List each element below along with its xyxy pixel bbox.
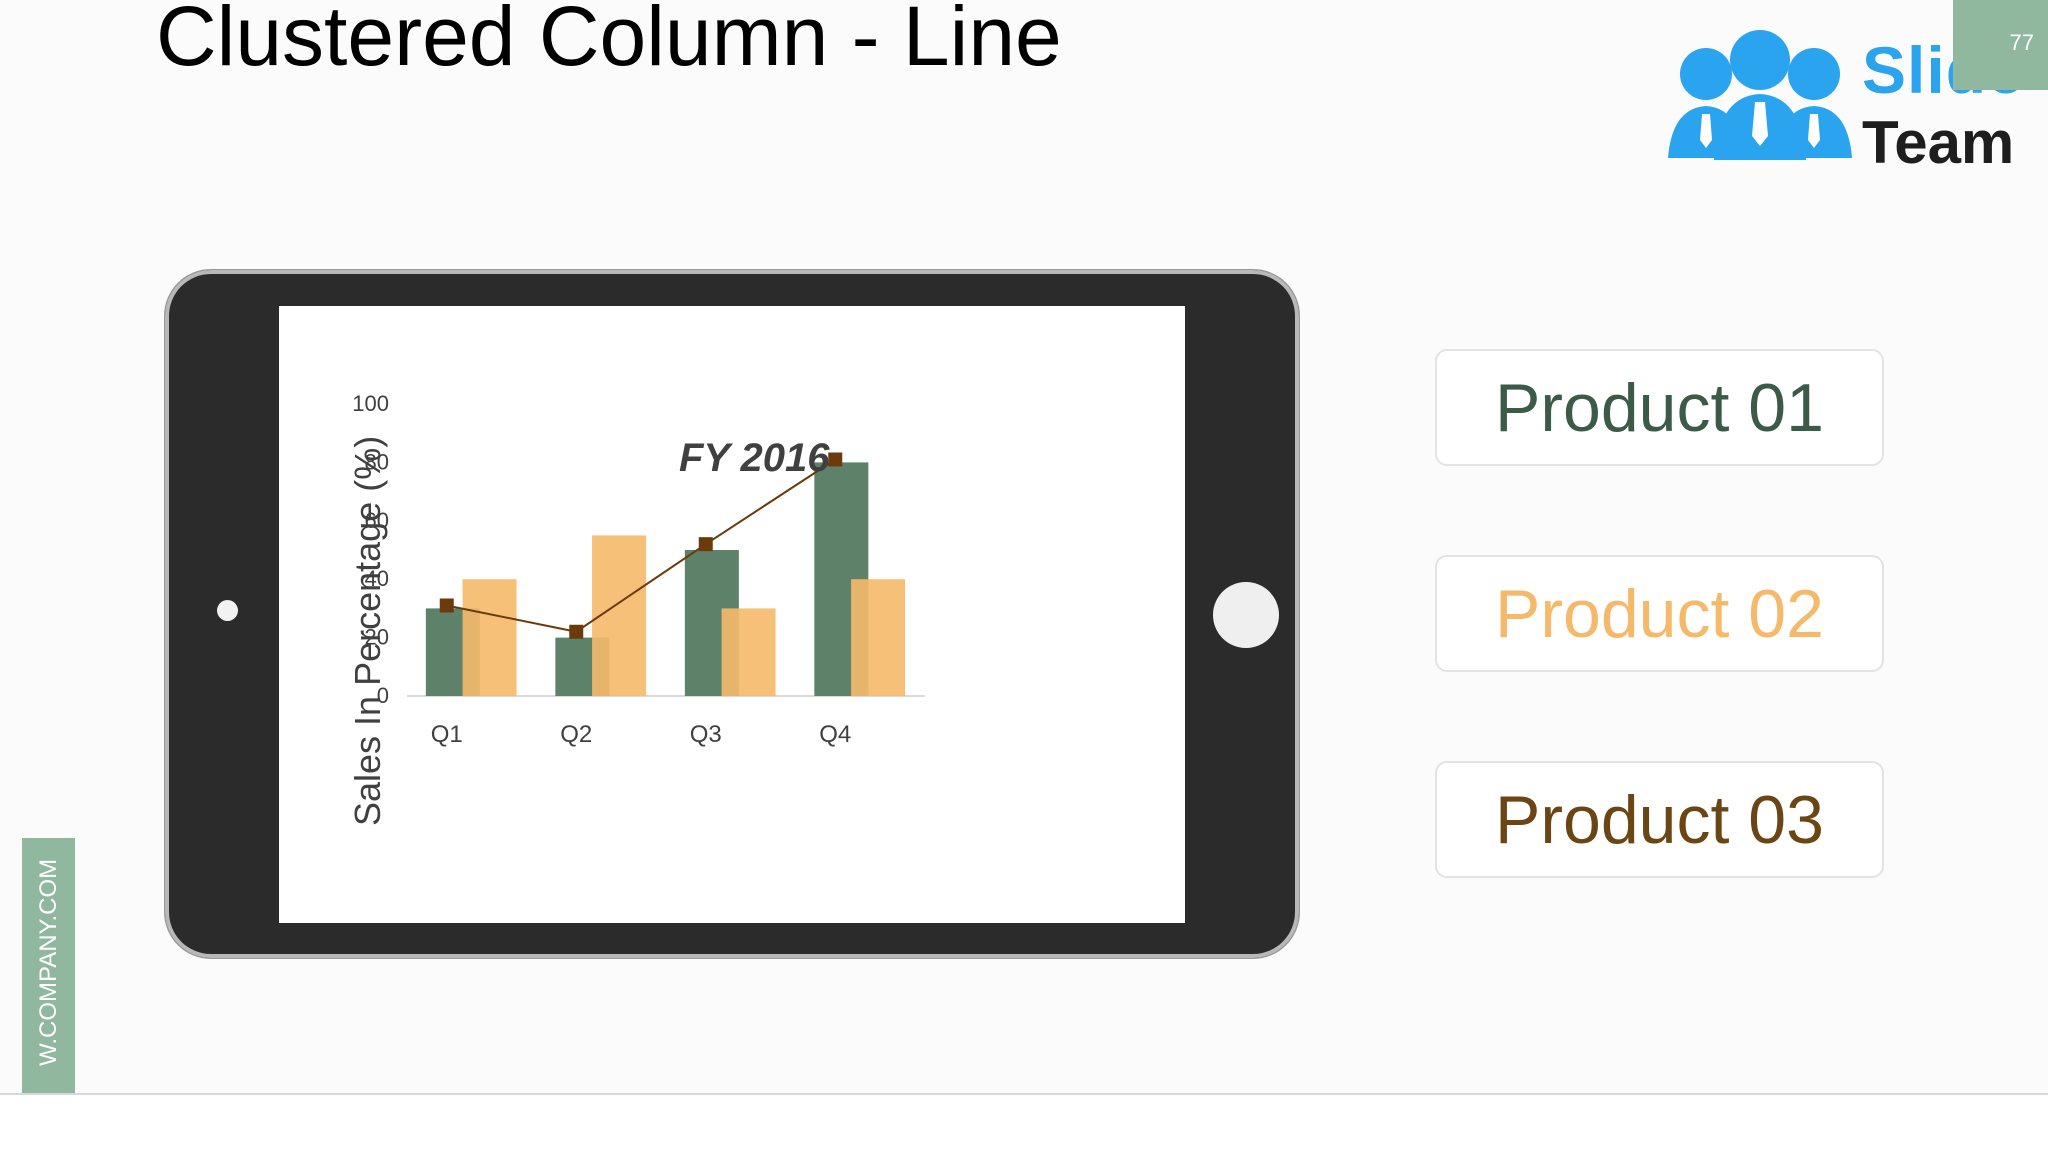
x-tick-label: Q2 <box>560 721 592 748</box>
y-axis-label: Sales In Percentage (%) <box>347 435 388 826</box>
y-tick-label: 40 <box>365 566 389 591</box>
chart-title: FY 2016 <box>679 436 830 480</box>
legend-item-product-01: Product 01 <box>1435 349 1884 466</box>
tablet-frame: 0 20 40 60 80 100 Q1 Q2 Q3 Q4 FY 2016 Sales In Pe… <box>165 270 1299 958</box>
x-tick-label: Q4 <box>819 721 851 748</box>
y-tick-label: 100 <box>352 391 389 416</box>
chart: 0 20 40 60 80 100 Q1 Q2 Q3 Q4 <box>352 391 925 748</box>
y-tick-label: 60 <box>365 508 389 533</box>
home-button-icon <box>1213 582 1279 648</box>
legend-label: Product 03 <box>1495 781 1824 858</box>
y-tick-label: 80 <box>365 449 389 474</box>
bar-product-02 <box>721 608 776 696</box>
footer-divider <box>0 1093 2048 1095</box>
x-tick-label: Q3 <box>690 721 722 748</box>
y-tick-label: 0 <box>377 683 389 708</box>
legend-item-product-03: Product 03 <box>1435 761 1884 878</box>
line-marker <box>569 624 584 639</box>
line-marker <box>828 452 843 467</box>
legend-label: Product 01 <box>1495 369 1824 446</box>
tablet-screen: 0 20 40 60 80 100 Q1 Q2 Q3 Q4 FY 2016 Sales In Pe… <box>279 306 1185 923</box>
people-group-icon <box>1668 30 1852 160</box>
legend-item-product-02: Product 02 <box>1435 555 1884 672</box>
line-marker <box>439 598 454 613</box>
side-tab: W.COMPANY.COM <box>22 838 75 1094</box>
line-product-03 <box>446 458 836 633</box>
bar-product-02 <box>851 579 906 696</box>
logo-text-team: Team <box>1862 109 2015 176</box>
line-marker <box>698 537 713 552</box>
camera-icon <box>217 600 238 621</box>
side-tab-text: W.COMPANY.COM <box>34 858 62 1066</box>
slide-title: Clustered Column - Line <box>156 0 1062 83</box>
page-number-box: 77 <box>1953 0 2048 90</box>
x-tick-label: Q1 <box>431 721 463 748</box>
page-number: 77 <box>2009 30 2034 55</box>
y-tick-label: 20 <box>365 625 389 650</box>
bar-product-02 <box>462 579 517 696</box>
legend-label: Product 02 <box>1495 575 1824 652</box>
